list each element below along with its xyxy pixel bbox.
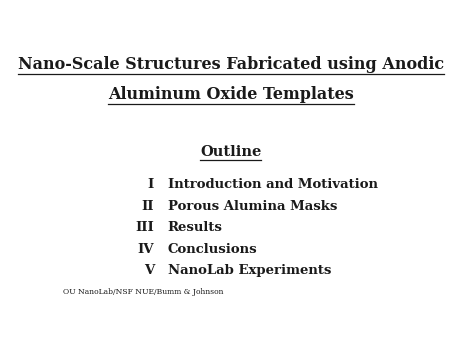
Text: I: I <box>148 178 154 192</box>
Text: Porous Alumina Masks: Porous Alumina Masks <box>168 200 337 213</box>
Text: V: V <box>144 264 154 277</box>
Text: Outline: Outline <box>200 145 261 159</box>
Text: Conclusions: Conclusions <box>168 243 257 256</box>
Text: IV: IV <box>137 243 154 256</box>
Text: OU NanoLab/NSF NUE/Bumm & Johnson: OU NanoLab/NSF NUE/Bumm & Johnson <box>63 288 224 296</box>
Text: III: III <box>135 221 154 234</box>
Text: NanoLab Experiments: NanoLab Experiments <box>168 264 331 277</box>
Text: Nano-Scale Structures Fabricated using Anodic: Nano-Scale Structures Fabricated using A… <box>18 56 444 73</box>
Text: Introduction and Motivation: Introduction and Motivation <box>168 178 378 192</box>
Text: Aluminum Oxide Templates: Aluminum Oxide Templates <box>108 86 354 103</box>
Text: Results: Results <box>168 221 223 234</box>
Text: II: II <box>141 200 154 213</box>
